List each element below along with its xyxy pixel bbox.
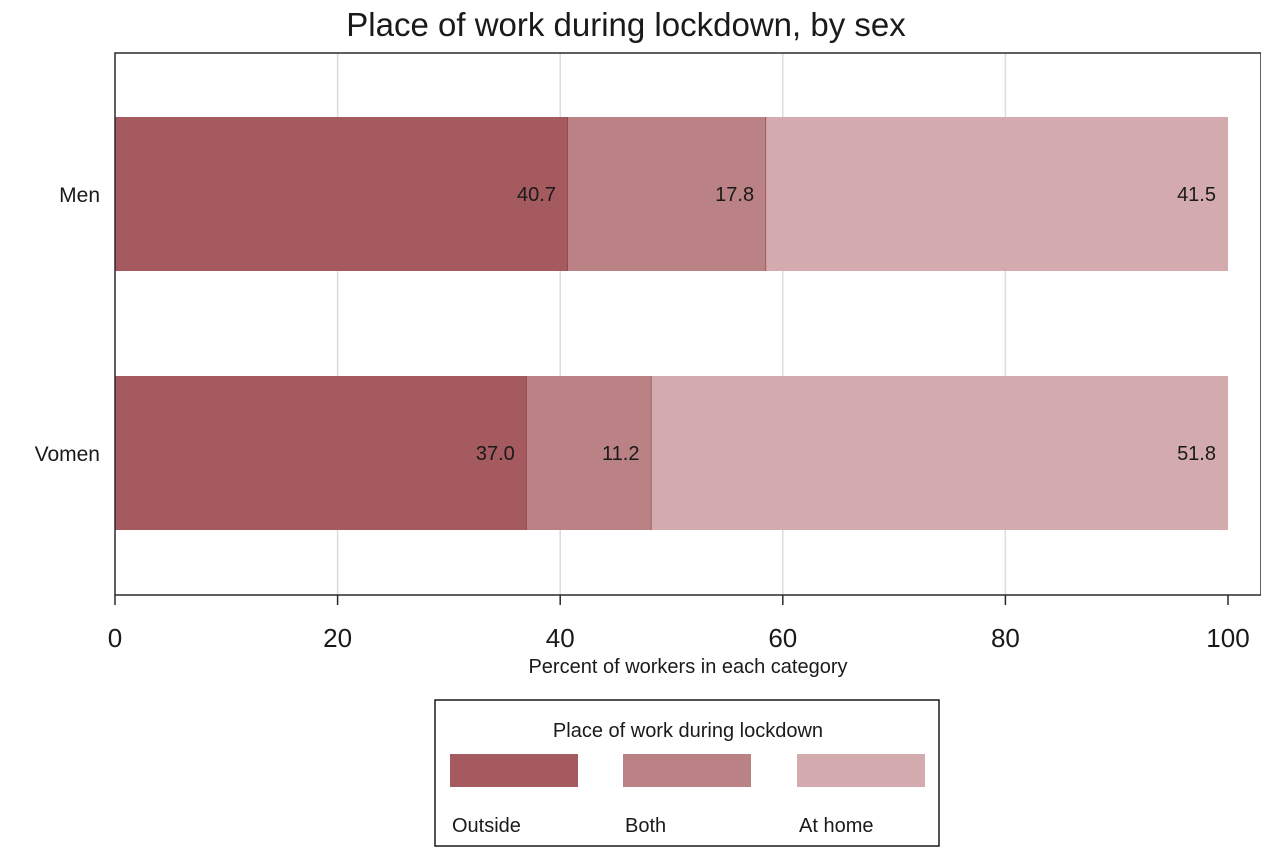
bar-both [567,117,767,271]
data-label: 11.2 [602,443,639,465]
category-label: Men [59,184,100,207]
bar-both [526,376,652,530]
legend-swatch [450,754,578,787]
tick-label: 60 [768,623,797,653]
x-axis-ticks: 0 20 40 60 80 100 [108,595,1250,653]
legend-label: Both [625,815,666,837]
data-label: 37.0 [476,443,515,465]
bar-at-home [651,376,1228,530]
legend-items: Outside Both At home [450,754,925,837]
tick-label: 20 [323,623,352,653]
tick-label: 80 [991,623,1020,653]
legend-label: Outside [452,815,521,837]
bar-outside [115,376,527,530]
data-label: 17.8 [715,184,754,206]
legend-swatch [623,754,751,787]
tick-label: 0 [108,623,122,653]
tick-label: 100 [1206,623,1249,653]
x-axis-title: Percent of workers in each category [528,656,847,678]
bar-at-home [766,117,1228,271]
bars: 40.7 17.8 41.5 37.0 11.2 51.8 [115,117,1228,530]
plot-frame [114,52,1261,596]
chart-title: Place of work during lockdown, by sex [346,6,906,43]
legend-title: Place of work during lockdown [553,720,823,742]
category-labels: Men Vomen [35,184,100,466]
tick-label: 40 [546,623,575,653]
legend-frame [434,699,940,847]
legend-label: At home [799,815,873,837]
data-label: 40.7 [517,184,556,206]
data-label: 41.5 [1177,184,1216,206]
data-label: 51.8 [1177,443,1216,465]
bar-outside [115,117,568,271]
legend-swatch [797,754,925,787]
category-label: Vomen [35,443,100,466]
legend: Place of work during lockdown Outside Bot… [434,699,940,847]
